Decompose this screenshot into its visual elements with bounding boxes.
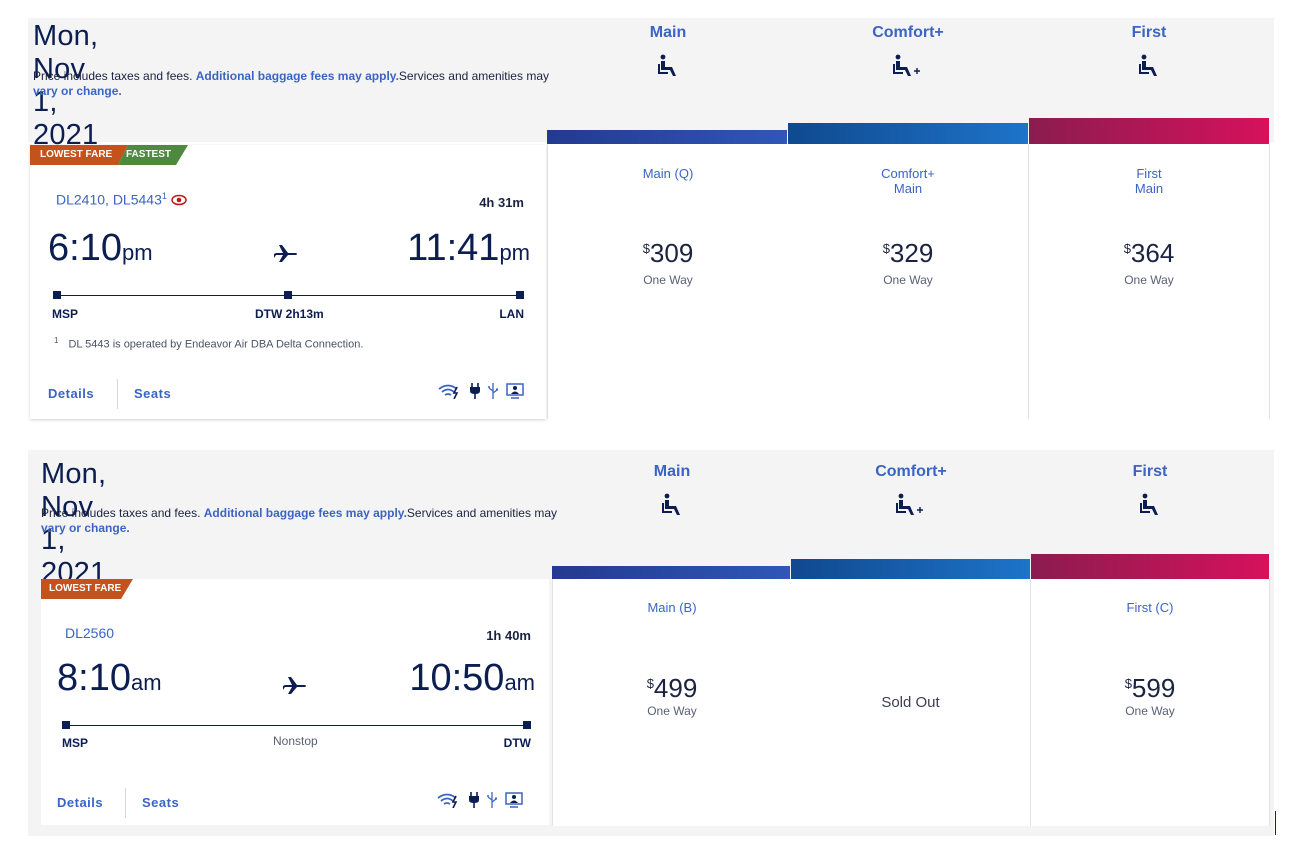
lowest-fare-badge: LOWEST FARE: [49, 583, 122, 594]
first-cabin-bar: [1031, 554, 1269, 579]
amenities: [438, 383, 524, 404]
seats-link[interactable]: Seats: [142, 795, 180, 810]
flight-numbers[interactable]: DL2560: [65, 625, 115, 641]
airplane-icon: [282, 675, 307, 700]
flight-date: Mon, Nov 1, 2021: [41, 458, 107, 589]
badges: LOWEST FARE FASTEST: [30, 145, 190, 165]
seat-icon: [661, 493, 683, 522]
origin-airport: MSP: [52, 307, 79, 321]
fare-main[interactable]: Main (B) $499 One Way: [552, 579, 792, 826]
seats-link[interactable]: Seats: [134, 386, 172, 401]
fare-price[interactable]: $599: [1124, 673, 1176, 703]
fare-main[interactable]: Main (Q) $309 One Way: [547, 144, 789, 419]
comfort-cabin-bar: [791, 559, 1030, 579]
fare-type: One Way: [647, 704, 697, 718]
fare-type: One Way: [883, 273, 933, 287]
fare-first[interactable]: First (C) $599 One Way: [1031, 579, 1270, 826]
fare-class-name: Main (Q): [642, 166, 694, 181]
fare-first[interactable]: First Main $364 One Way: [1029, 144, 1270, 419]
text-cursor: [1275, 811, 1276, 835]
lowest-fare-badge: LOWEST FARE: [40, 149, 113, 160]
seat-icon: [1139, 493, 1161, 522]
route-node-origin: [62, 721, 70, 729]
first-cabin-bar: [1029, 118, 1269, 144]
fare-price[interactable]: $499: [646, 673, 698, 703]
departure-time: 6:10pm: [48, 227, 153, 269]
entertainment-icon: [506, 383, 524, 404]
wifi-icon: [437, 792, 461, 813]
flight-duration: 4h 31m: [479, 195, 524, 210]
departure-time: 8:10am: [57, 657, 162, 699]
details-link[interactable]: Details: [57, 795, 104, 810]
power-icon: [470, 383, 480, 404]
comfort-cabin-bar: [788, 123, 1028, 144]
fare-class-name: First (C): [1126, 600, 1174, 615]
fare-class-name: Comfort+ Main: [881, 166, 935, 196]
sold-out-label: Sold Out: [881, 694, 940, 711]
baggage-fees-link[interactable]: Additional baggage fees may apply.: [195, 69, 399, 83]
flight-duration: 1h 40m: [486, 628, 531, 643]
fare-class-name: First Main: [1134, 166, 1164, 196]
stop-info: DTW 2h13m: [255, 307, 324, 321]
stop-info: Nonstop: [273, 734, 318, 748]
route-node-stop: [284, 291, 292, 299]
wifi-icon: [438, 383, 462, 404]
price-note: Price includes taxes and fees. Additiona…: [41, 506, 557, 535]
cabin-header-comfort-plus: Comfort+: [831, 463, 991, 522]
power-icon: [469, 792, 479, 813]
route-node-destination: [516, 291, 524, 299]
divider: [125, 788, 126, 818]
price-note: Price includes taxes and fees. Additiona…: [33, 69, 549, 98]
seat-icon: [657, 54, 679, 83]
fare-type: One Way: [1125, 704, 1175, 718]
cabin-header-first: First: [1070, 463, 1230, 522]
airplane-icon: [273, 243, 298, 268]
usb-icon: [487, 792, 497, 813]
fare-comfort-plus: Sold Out: [791, 579, 1031, 826]
baggage-fees-link[interactable]: Additional baggage fees may apply.: [203, 506, 407, 520]
flight-numbers[interactable]: DL2410, DL54431: [56, 191, 187, 209]
fare-type: One Way: [643, 273, 693, 287]
destination-airport: LAN: [499, 307, 524, 321]
badges: LOWEST FARE: [41, 579, 141, 599]
origin-airport: MSP: [62, 736, 89, 750]
divider: [117, 379, 118, 409]
seat-map-eye-icon[interactable]: [171, 193, 187, 209]
fare-price[interactable]: $364: [1123, 238, 1175, 268]
route-node-destination: [523, 721, 531, 729]
fare-price[interactable]: $329: [882, 238, 934, 268]
flight-card[interactable]: LOWEST FARE FASTEST DL2410, DL54431 4h 3…: [30, 145, 546, 419]
fare-class-name: Main (B): [647, 600, 697, 615]
main-cabin-bar: [552, 566, 790, 579]
details-link[interactable]: Details: [48, 386, 95, 401]
cabin-header-main: Main: [592, 463, 752, 522]
arrival-time: 10:50am: [409, 657, 535, 699]
cabin-header-comfort-plus: Comfort+: [828, 24, 988, 83]
fare-price[interactable]: $309: [642, 238, 694, 268]
cabin-header-main: Main: [588, 24, 748, 83]
vary-or-change-link[interactable]: vary or change.: [41, 521, 130, 535]
seat-plus-icon: [895, 493, 927, 522]
amenities: [437, 792, 523, 813]
vary-or-change-link[interactable]: vary or change.: [33, 84, 122, 98]
cabin-header-first: First: [1069, 24, 1229, 83]
flight-card[interactable]: LOWEST FARE DL2560 1h 40m 8:10am 10:50am…: [41, 579, 549, 825]
main-cabin-bar: [547, 130, 787, 144]
arrival-time: 11:41pm: [407, 227, 530, 269]
destination-airport: DTW: [503, 736, 531, 750]
badge-shapes: [41, 579, 133, 599]
usb-icon: [488, 383, 498, 404]
seat-icon: [1138, 54, 1160, 83]
route-node-origin: [53, 291, 61, 299]
seat-plus-icon: [892, 54, 924, 83]
operator-footnote: 1 DL 5443 is operated by Endeavor Air DBA…: [54, 336, 364, 351]
entertainment-icon: [505, 792, 523, 813]
fastest-badge: FASTEST: [126, 149, 172, 160]
fare-type: One Way: [1124, 273, 1174, 287]
fare-comfort-plus[interactable]: Comfort+ Main $329 One Way: [788, 144, 1029, 419]
badge-shapes: [30, 145, 188, 165]
route-line: [65, 725, 527, 726]
